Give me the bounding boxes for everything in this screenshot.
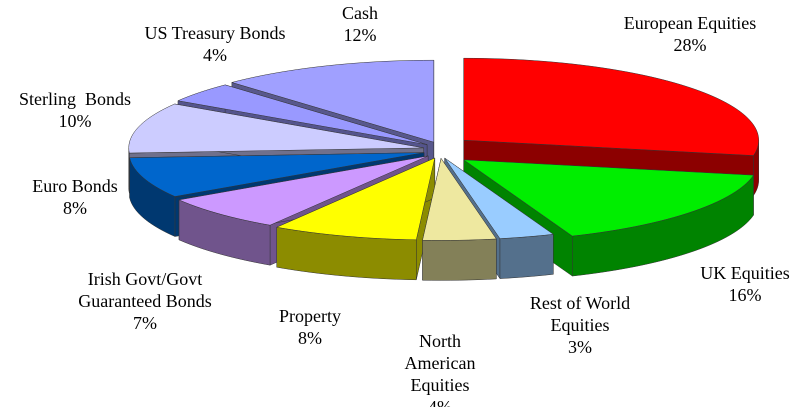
value-label: 10% [58, 111, 92, 131]
slice-label: Property 8% [255, 305, 365, 349]
category-name: Cash [342, 3, 378, 23]
slice-label: Irish Govt/Govt Guaranteed Bonds 7% [50, 268, 240, 334]
slice-wall [422, 238, 497, 281]
category-name: European Equities [623, 13, 757, 33]
slice-label: Euro Bonds 8% [10, 175, 140, 219]
slice [177, 84, 428, 145]
slice [444, 157, 554, 239]
category-name: Euro Bonds [32, 176, 118, 196]
slice [275, 157, 436, 241]
value-label: 16% [728, 285, 762, 305]
value-label: 28% [673, 35, 707, 55]
value-label: 8% [63, 198, 87, 218]
category-name: US Treasury Bonds [144, 23, 286, 43]
value-label: 7% [133, 313, 157, 333]
slice-label: European Equities 28% [590, 12, 790, 56]
slice-label: US Treasury Bonds 4% [115, 22, 315, 66]
category-name: North American Equities [404, 331, 480, 395]
value-label: 3% [568, 337, 592, 357]
value-label: 4% [428, 397, 452, 407]
slice [422, 157, 497, 241]
slice [178, 155, 429, 226]
slice-wall [499, 234, 554, 279]
slice-label: UK Equities 16% [675, 262, 806, 306]
slice-label: Sterling Bonds 10% [0, 88, 150, 132]
slice-label: Cash 12% [320, 2, 400, 46]
slice [128, 103, 424, 154]
category-name: Property [279, 306, 341, 326]
slice [463, 57, 759, 156]
value-label: 4% [203, 45, 227, 65]
slice-label: North American Equities 4% [395, 330, 485, 407]
value-label: 8% [298, 328, 322, 348]
category-name: Irish Govt/Govt Guaranteed Bonds [78, 269, 212, 311]
slice [129, 152, 425, 197]
slice-label: Rest of World Equities 3% [505, 292, 655, 358]
value-label: 12% [343, 25, 377, 45]
category-name: Sterling Bonds [18, 89, 131, 109]
category-name: UK Equities [700, 263, 790, 283]
slice [462, 159, 754, 237]
category-name: Rest of World Equities [529, 293, 635, 335]
slice [230, 59, 435, 143]
